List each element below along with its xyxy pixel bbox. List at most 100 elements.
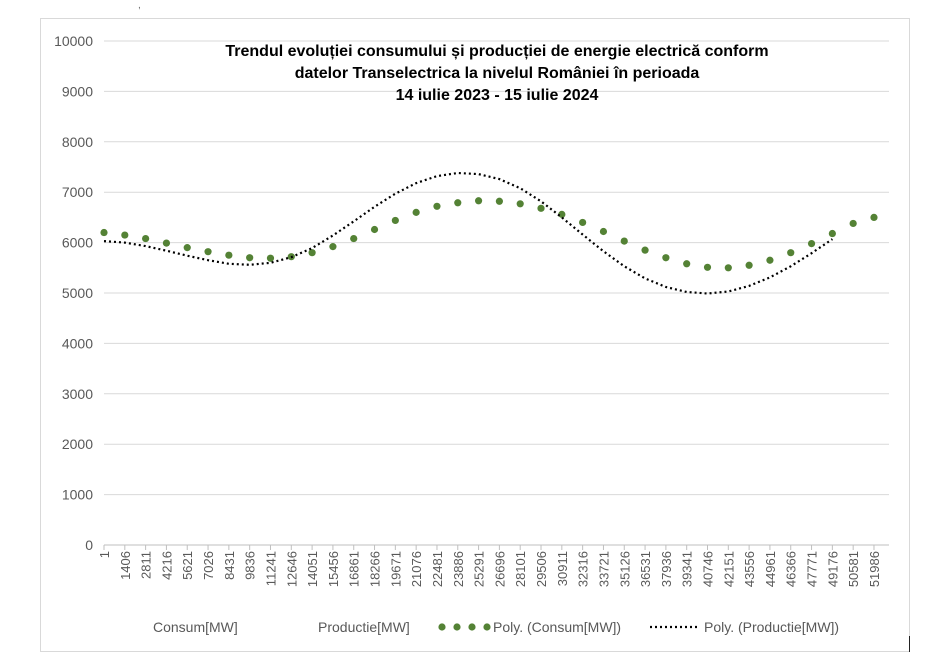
x-tick-label: 25291 xyxy=(472,551,487,587)
consum-trend-point xyxy=(849,219,857,228)
consum-trend-point xyxy=(495,197,503,205)
chart-title: Trendul evoluției consumului și producți… xyxy=(225,43,768,104)
x-tick-label: 16861 xyxy=(347,551,362,587)
x-tick-label: 50581 xyxy=(846,551,861,587)
chart-title-line: 14 iulie 2023 - 15 iulie 2024 xyxy=(396,87,599,104)
grid-lines xyxy=(104,40,889,496)
x-tick-label: 39341 xyxy=(680,551,695,587)
x-tick-label: 1406 xyxy=(118,551,133,580)
y-tick-label: 5000 xyxy=(62,285,93,301)
x-tick-label: 51986 xyxy=(867,551,882,587)
x-tick-label: 12646 xyxy=(284,551,299,587)
x-tick-label: 11241 xyxy=(263,551,278,586)
consum-trend-point xyxy=(204,248,212,256)
x-tick-label: 9836 xyxy=(243,551,258,580)
x-tick-label: 36531 xyxy=(638,551,653,587)
x-axis: 1 1406 2811 4216 5621 7026 8431 9836 11241 12646 1… xyxy=(97,544,889,587)
x-tick-label: 1 xyxy=(97,551,112,558)
x-tick-label: 32316 xyxy=(576,551,591,587)
x-tick-label: 40746 xyxy=(700,551,715,587)
consum-trend-point xyxy=(162,239,171,247)
y-tick-label: 6000 xyxy=(62,235,93,251)
y-tick-label: 3000 xyxy=(62,386,93,402)
consum-trend-point xyxy=(662,254,670,262)
legend-label-poly-productie: Poly. (Productie[MW]) xyxy=(704,619,839,635)
y-tick-label: 4000 xyxy=(62,335,93,351)
series-layer xyxy=(100,171,878,295)
consum-trend-point xyxy=(412,208,420,216)
consum-trend-point xyxy=(246,254,254,262)
consum-trend-point xyxy=(537,204,545,212)
legend-swatch-dot xyxy=(453,623,461,631)
x-tick-label: 7026 xyxy=(201,551,216,580)
consum-trend-point xyxy=(516,200,524,208)
consum-trend-point xyxy=(308,249,316,257)
y-tick-label: 8000 xyxy=(62,134,93,150)
y-tick-label: 2000 xyxy=(62,436,93,452)
consum-trend-point xyxy=(142,234,150,243)
consum-trend-point xyxy=(703,263,712,271)
consum-trend-point xyxy=(579,218,587,227)
corner-mark: , xyxy=(138,0,141,11)
series-group xyxy=(100,197,878,272)
consum-trend-point xyxy=(474,197,483,205)
legend-label-consum: Consum[MW] xyxy=(153,619,238,635)
legend-swatch-dot xyxy=(468,623,476,631)
x-tick-label: 14051 xyxy=(305,551,320,587)
y-tick-label: 7000 xyxy=(62,184,93,200)
consum-trend-point xyxy=(121,231,129,239)
x-tick-label: 29506 xyxy=(534,551,549,587)
legend-swatch-dot xyxy=(438,623,446,631)
x-tick-label: 43556 xyxy=(742,551,757,587)
y-tick-label: 10000 xyxy=(54,33,93,49)
y-axis: 0 1000 2000 3000 4000 5000 6000 7000 8000 9000 100… xyxy=(54,33,93,553)
x-tick-label: 15456 xyxy=(326,551,341,587)
x-tick-label: 21076 xyxy=(409,551,424,587)
x-tick-label: 46366 xyxy=(784,551,799,587)
x-tick-label: 42151 xyxy=(721,551,736,587)
consum-trend-point xyxy=(599,227,608,236)
x-tick-label: 33721 xyxy=(596,551,611,587)
x-tick-label: 35126 xyxy=(617,551,632,587)
legend-label-poly-consum: Poly. (Consum[MW]) xyxy=(493,619,621,635)
consum-trend-point xyxy=(100,228,108,237)
consum-trend-point xyxy=(745,261,753,269)
x-tick-label: 4216 xyxy=(159,551,174,580)
chart-frame xyxy=(40,18,910,652)
consum-trend-point xyxy=(225,251,233,259)
x-tick-label: 49176 xyxy=(825,551,840,587)
x-tick-label: 5621 xyxy=(180,551,195,580)
consum-trend-point xyxy=(807,240,816,248)
consum-trend-point xyxy=(329,243,337,251)
x-tick-label: 19671 xyxy=(388,551,403,587)
consum-trend-point xyxy=(433,202,441,210)
series-group xyxy=(103,171,834,295)
x-tick-label: 22481 xyxy=(430,551,445,587)
x-tick-label: 26696 xyxy=(492,551,507,587)
chart-title-line: Trendul evoluției consumului și producți… xyxy=(225,43,768,60)
consum-trend-point xyxy=(683,260,691,268)
legend: Consum[MW] Productie[MW] Poly. (Consum[MW]… xyxy=(153,619,839,635)
consum-trend-point xyxy=(828,229,836,238)
consum-trend-point xyxy=(266,254,275,262)
x-tick-label: 44961 xyxy=(763,551,778,587)
x-tick-label: 23886 xyxy=(451,551,466,587)
y-tick-label: 1000 xyxy=(62,487,93,503)
consum-trend-point xyxy=(870,213,878,221)
x-tick-label: 2811 xyxy=(139,551,154,579)
consum-trend-point xyxy=(370,225,379,234)
x-tick-label: 18266 xyxy=(368,551,383,587)
consum-trend-point xyxy=(641,246,649,254)
consum-trend-point xyxy=(454,199,462,207)
consum-trend-point xyxy=(183,244,191,252)
x-tick-label: 47771 xyxy=(805,551,820,587)
productie-trend-line xyxy=(103,171,834,295)
y-tick-label: 0 xyxy=(85,537,93,553)
legend-label-productie: Productie[MW] xyxy=(318,619,410,635)
consum-trend-point xyxy=(620,237,628,245)
consum-trend-point xyxy=(558,210,566,218)
consum-trend-point xyxy=(391,216,399,225)
consum-trend-point xyxy=(766,256,774,264)
x-tick-label: 28101 xyxy=(513,551,528,587)
